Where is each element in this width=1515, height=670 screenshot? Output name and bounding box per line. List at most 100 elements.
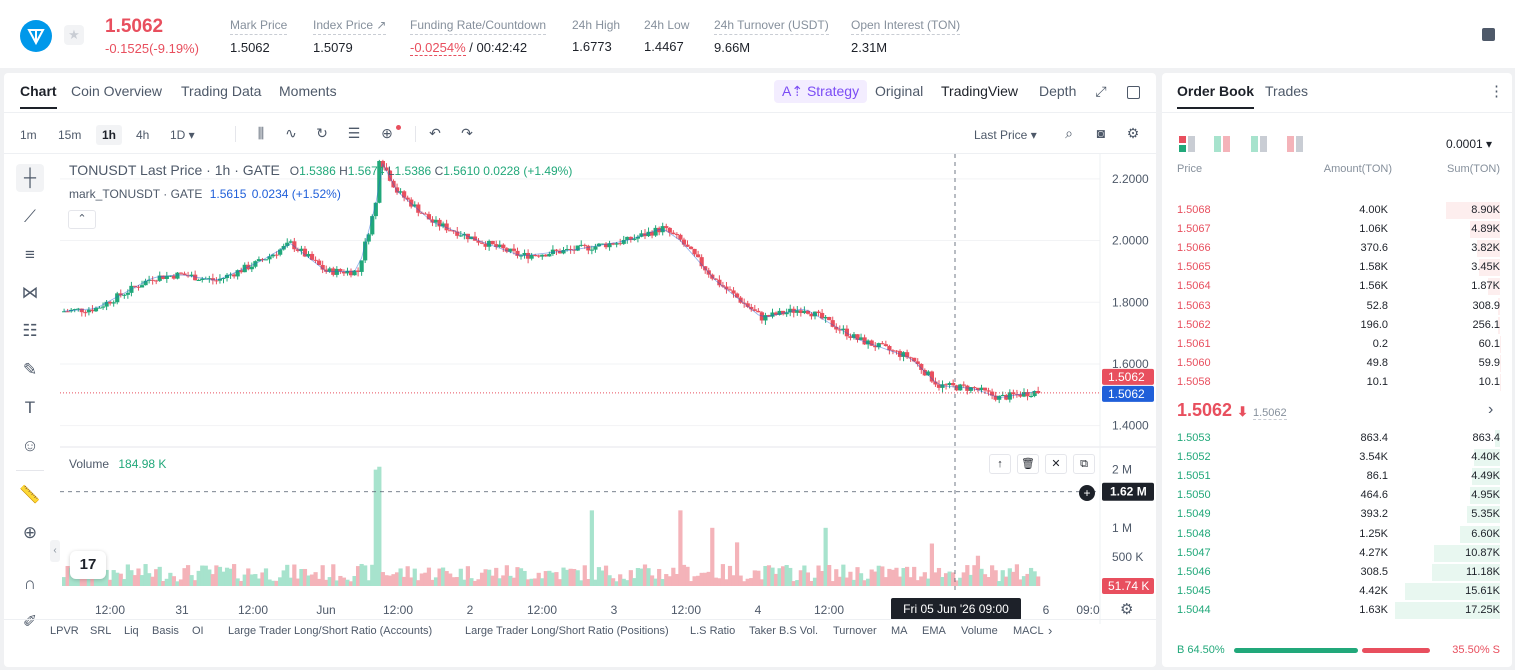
interval-4h[interactable]: 4h [136,128,150,142]
bids-row[interactable]: 1.5044 1.63K 17.25K [1162,601,1512,620]
view-asks-icon[interactable] [1287,136,1303,155]
indicator-1[interactable]: SRL [90,625,112,637]
bids-row[interactable]: 1.5051 86.1 4.49K [1162,467,1512,486]
magnet-icon[interactable]: ∩ [23,574,37,593]
tab-coin-overview[interactable]: Coin Overview [71,83,163,99]
tab-trading-data[interactable]: Trading Data [181,83,262,99]
text-tool-icon[interactable]: T [24,398,36,417]
interval-1m[interactable]: 1m [20,128,37,142]
indicator-10[interactable]: MA [891,625,908,637]
indicator-13[interactable]: MACL [1013,625,1044,637]
horizontal-lines-icon[interactable]: ≡ [25,245,35,264]
indicator-6[interactable]: Large Trader Long/Short Ratio (Positions… [465,625,669,637]
indicator-3[interactable]: Basis [152,625,179,637]
tab-order-book[interactable]: Order Book [1177,83,1255,109]
precision-dropdown[interactable]: 0.0001 ▾ [1446,137,1493,151]
crosshair-icon[interactable]: ┼ [16,164,44,192]
zoom-in-icon[interactable]: ⊕ [22,523,38,542]
volume-bar [224,567,230,586]
asks-row[interactable]: 1.5060 49.8 59.9 [1162,354,1512,373]
strategy-button[interactable]: A⇡ Strategy [774,80,868,103]
indicator-7[interactable]: L.S Ratio [690,625,736,637]
asks-row[interactable]: 1.5058 10.1 10.1 [1162,373,1512,392]
pattern-icon[interactable]: ⋈ [21,283,39,302]
asks-row[interactable]: 1.5066 370.6 3.82K [1162,239,1512,258]
brush-icon[interactable]: ✎ [22,360,38,379]
undo-icon[interactable]: ↶ [429,125,441,141]
search-icon[interactable]: ⌕ [1065,125,1073,141]
asks-row[interactable]: 1.5061 0.2 60.1 [1162,335,1512,354]
price-type-dropdown[interactable]: Last Price ▾ [974,128,1037,142]
indicator-9[interactable]: Turnover [833,625,877,637]
favorite-star-icon[interactable]: ★ [64,25,84,45]
candle-body [873,345,878,348]
volume-bar [625,580,630,586]
emoji-icon[interactable]: ☺ [21,436,39,455]
chevron-right-icon[interactable]: › [1488,401,1494,418]
add-crosshair-icon[interactable]: + [1079,485,1095,501]
tab-trades[interactable]: Trades [1265,83,1309,99]
collapse-pane-icon[interactable]: ✕ [1045,454,1067,474]
indicators-icon[interactable]: ∿ [285,125,297,141]
expand-icon[interactable]: ⤢ [1095,83,1107,99]
book-icon[interactable] [1482,28,1495,41]
asks-row[interactable]: 1.5064 1.56K 1.87K [1162,277,1512,296]
indicator-8[interactable]: Taker B.S Vol. [749,625,819,637]
indicator-12[interactable]: Volume [961,625,998,637]
asks-row[interactable]: 1.5065 1.58K 3.45K [1162,258,1512,277]
tab-original[interactable]: Original [875,83,924,99]
candle-type-icon[interactable]: ⫼ [257,125,265,141]
delete-pane-icon[interactable]: 🗑 [1017,454,1039,474]
bids-row[interactable]: 1.5049 393.2 5.35K [1162,505,1512,524]
interval-15m[interactable]: 15m [58,128,82,142]
bids-row[interactable]: 1.5048 1.25K 6.60K [1162,525,1512,544]
tab-depth[interactable]: Depth [1039,83,1077,99]
add-alert-icon[interactable]: ⊕ [381,125,393,141]
indicator-2[interactable]: Liq [124,625,139,637]
candle-body [437,219,442,227]
indicator-4[interactable]: OI [192,625,204,637]
move-pane-up-icon[interactable]: ↑ [989,454,1011,474]
window-icon[interactable] [1127,86,1140,99]
volume-bar [717,578,722,586]
asks-row[interactable]: 1.5063 52.8 308.9 [1162,297,1512,316]
maximize-pane-icon[interactable]: ⧉ [1073,454,1095,474]
more-options-icon[interactable]: ⋮ [1489,83,1504,100]
screenshot-icon[interactable]: ◙ [1096,125,1106,141]
trend-line-icon[interactable]: ⟋ [24,207,36,226]
tab-chart[interactable]: Chart [20,83,57,109]
collapse-sidebar-icon[interactable]: ‹ [50,540,60,562]
ruler-icon[interactable]: 📏 [19,485,41,504]
indicator-5[interactable]: Large Trader Long/Short Ratio (Accounts) [228,625,433,637]
indicator-0[interactable]: LPVR [50,625,79,637]
templates-icon[interactable]: ☰ [347,125,361,141]
bids-row[interactable]: 1.5046 308.5 11.18K [1162,563,1512,582]
collapse-legend-icon[interactable]: ⌃ [68,210,96,229]
redo-icon[interactable]: ↷ [461,125,473,141]
stat-index-price[interactable]: Index Price ↗ 1.5079 [313,18,387,55]
asks-row[interactable]: 1.5067 1.06K 4.89K [1162,220,1512,239]
tab-moments[interactable]: Moments [279,83,337,99]
tab-tradingview[interactable]: TradingView [941,83,1019,99]
interval-1d-dropdown[interactable]: 1D ▾ [170,128,195,142]
interval-1h[interactable]: 1h [96,125,123,145]
fib-icon[interactable]: ☷ [22,321,38,340]
price-chart[interactable]: 2.2000 2.0000 1.8000 1.6000 1.4000 1.5062 1.50… [60,154,1156,624]
time-axis-settings-icon[interactable]: ⚙ [1120,601,1134,618]
indicator-scroll-right-icon[interactable]: › [1048,623,1053,638]
bids-row[interactable]: 1.5045 4.42K 15.61K [1162,582,1512,601]
view-both-icon[interactable] [1179,136,1195,155]
asks-row[interactable]: 1.5062 196.0 256.1 [1162,316,1512,335]
bids-row[interactable]: 1.5052 3.54K 4.40K [1162,448,1512,467]
bids-row[interactable]: 1.5047 4.27K 10.87K [1162,544,1512,563]
bids-row[interactable]: 1.5050 464.6 4.95K [1162,486,1512,505]
settings-gear-icon[interactable]: ⚙ [1126,125,1140,141]
view-bids-icon[interactable] [1251,136,1267,155]
indicator-11[interactable]: EMA [922,625,946,637]
view-both-alt-icon[interactable] [1214,136,1230,155]
bids-row[interactable]: 1.5053 863.4 863.4 [1162,429,1512,448]
candle-body [324,269,329,272]
asks-row[interactable]: 1.5068 4.00K 8.90K [1162,201,1512,220]
replay-icon[interactable]: ↻ [316,125,328,141]
lock-pen-icon[interactable]: ✐ [22,612,38,631]
